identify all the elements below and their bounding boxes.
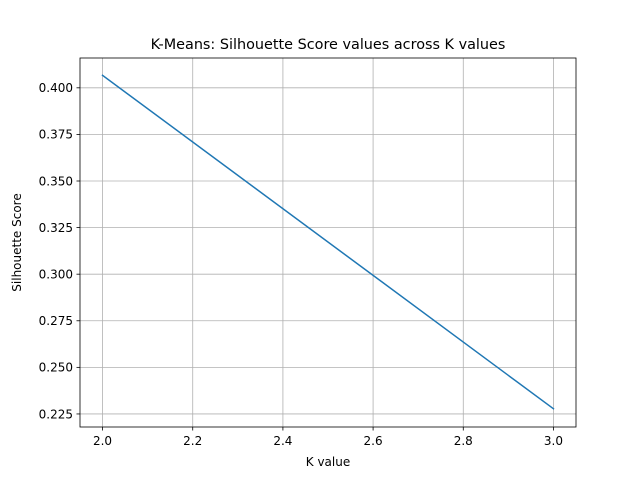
grid [80, 58, 576, 427]
ticks: 2.0 2.2 2.4 2.6 2.8 3.0 0.225 0.250 0.275 0.300 0.… [39, 81, 563, 448]
x-axis-label: K value [306, 455, 350, 469]
x-tick-label: 2.8 [454, 434, 473, 448]
chart-title: K-Means: Silhouette Score values across … [151, 37, 506, 53]
x-tick-label: 3.0 [544, 434, 563, 448]
y-tick-label: 0.375 [39, 128, 73, 142]
y-axis-label: Silhouette Score [10, 193, 24, 291]
series-line [101, 74, 555, 410]
x-tick-label: 2.4 [273, 434, 292, 448]
y-tick-label: 0.225 [39, 407, 73, 421]
x-tick-label: 2.2 [183, 434, 202, 448]
x-tick-label: 2.0 [93, 434, 112, 448]
y-tick-label: 0.350 [39, 174, 73, 188]
y-tick-label: 0.400 [39, 81, 73, 95]
x-tick-label: 2.6 [364, 434, 383, 448]
y-tick-label: 0.300 [39, 267, 73, 281]
y-tick-label: 0.250 [39, 361, 73, 375]
plot-frame [79, 57, 577, 428]
y-tick-label: 0.275 [39, 314, 73, 328]
series-layer [101, 74, 555, 410]
y-tick-label: 0.325 [39, 221, 73, 235]
